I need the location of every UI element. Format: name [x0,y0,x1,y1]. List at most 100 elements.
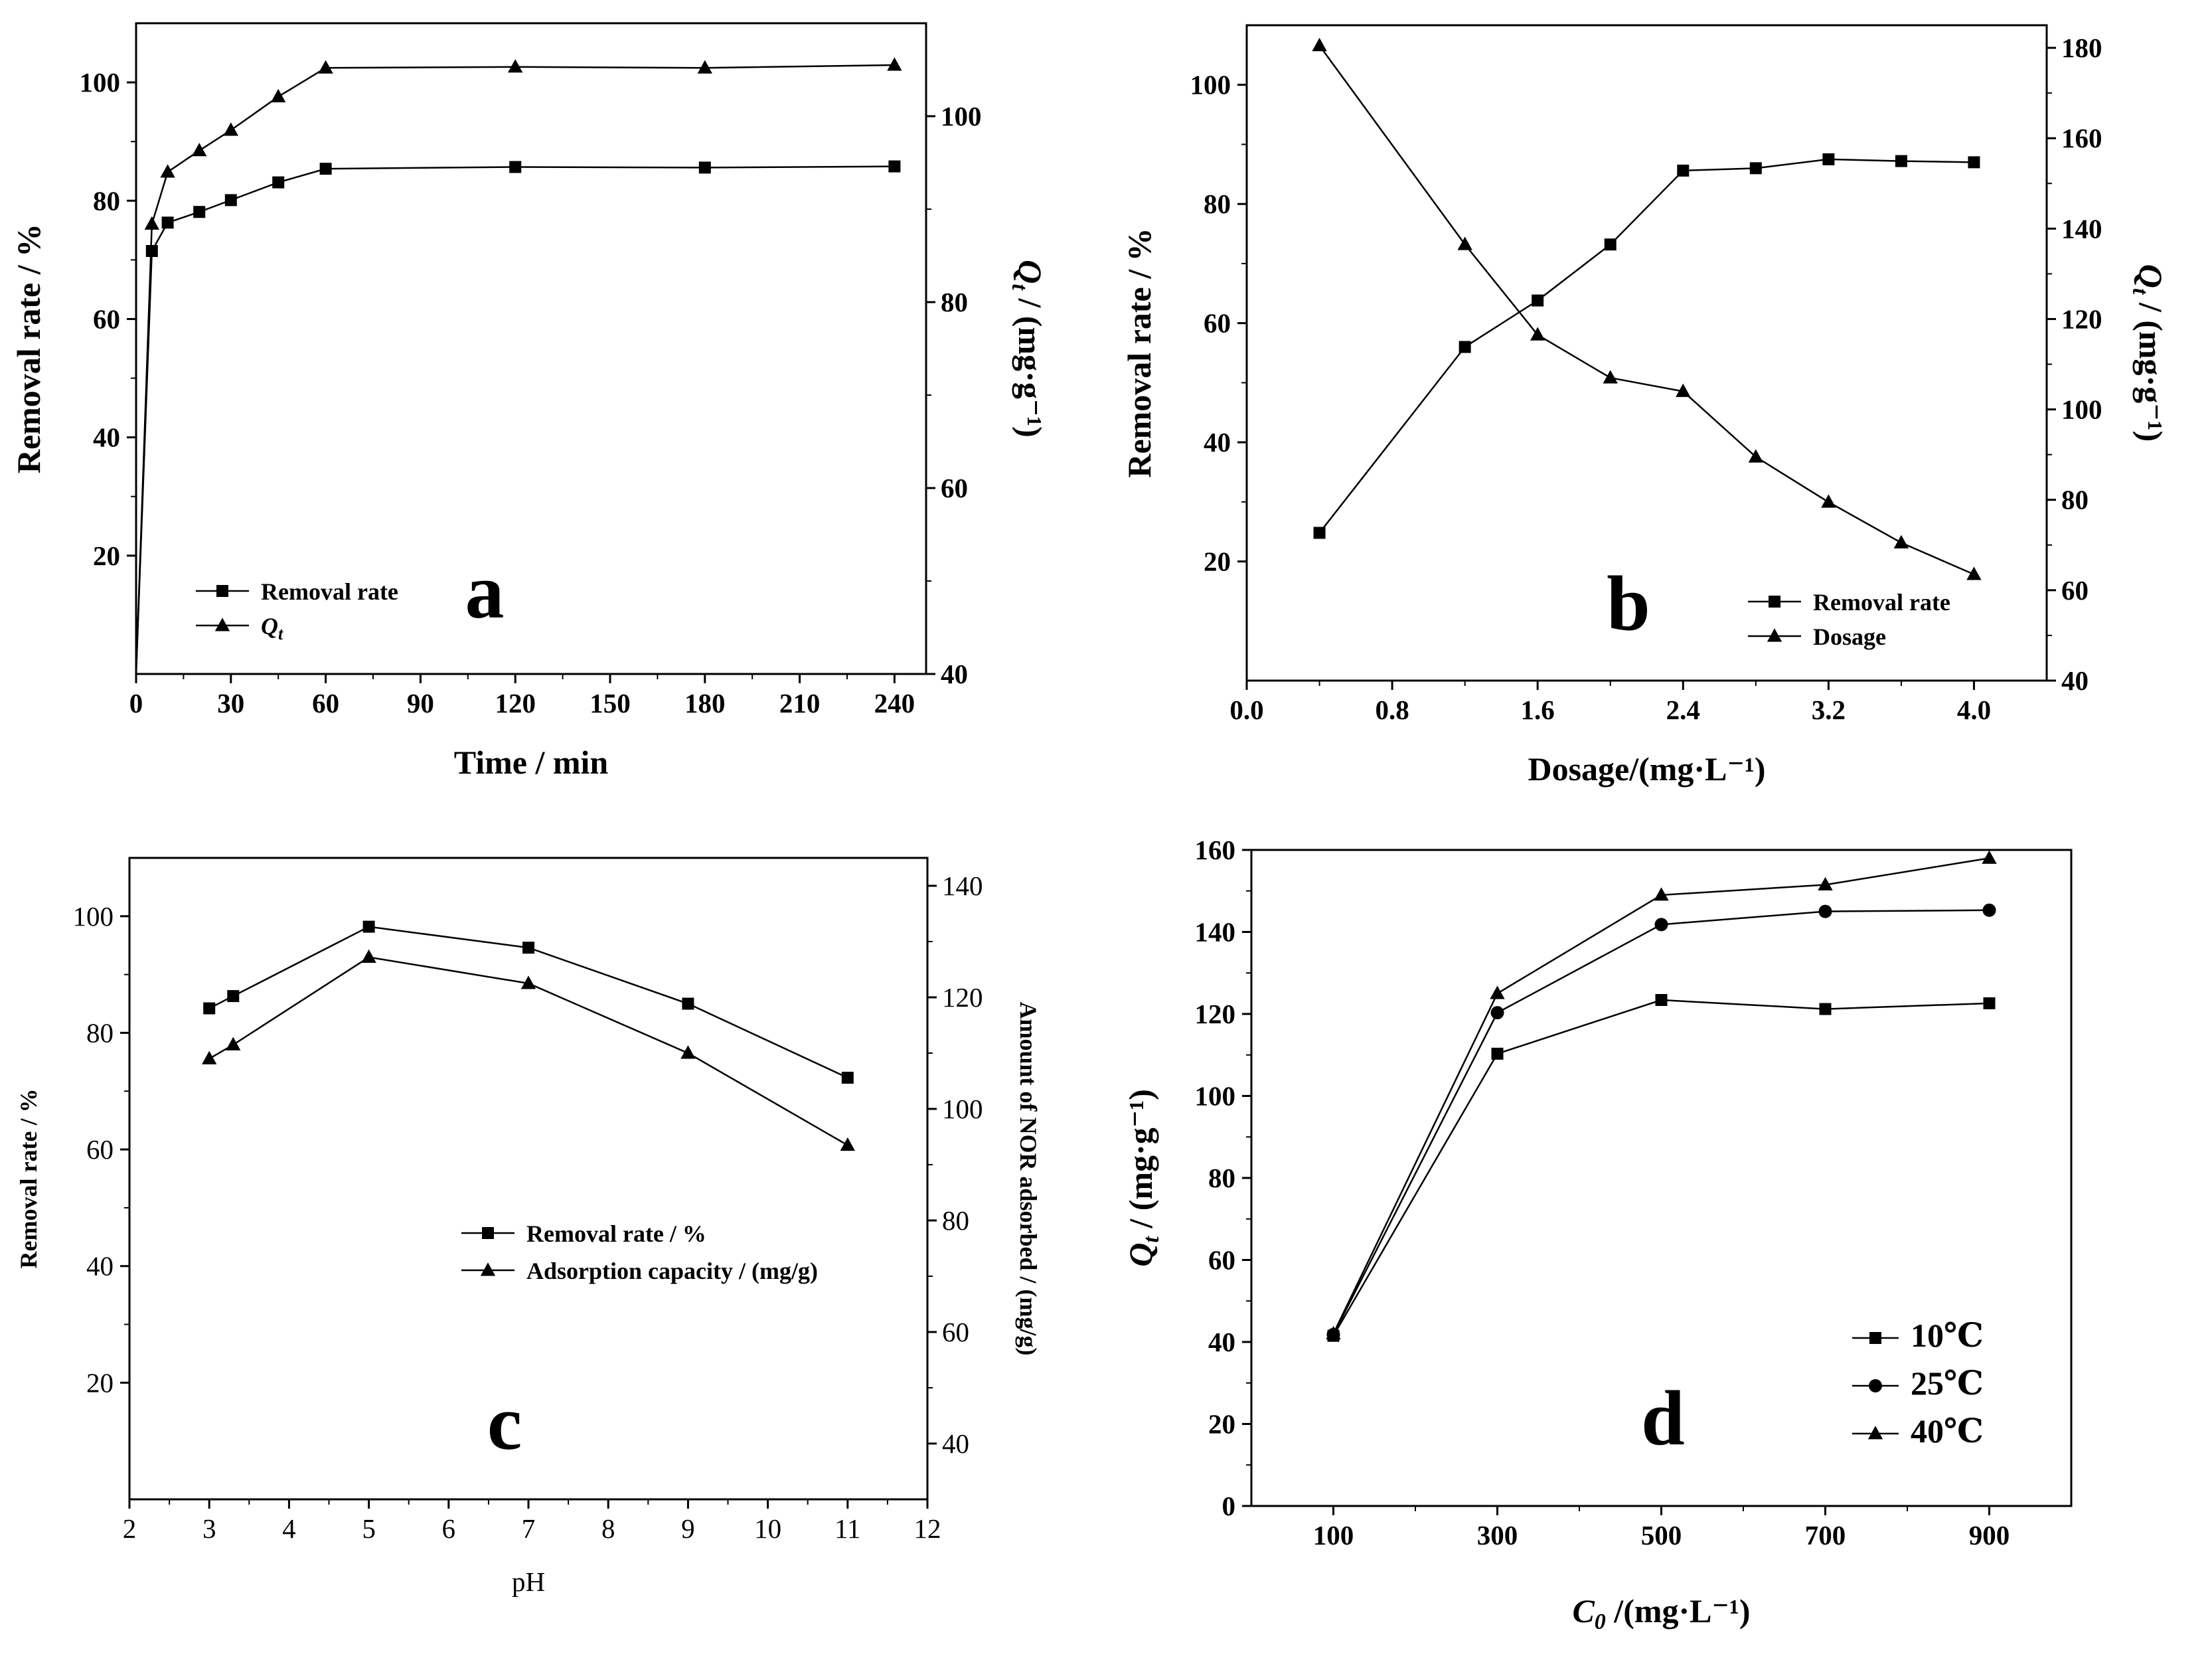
data-point [1313,527,1326,539]
series-line [1332,999,1990,1337]
legend-label: Removal rate [261,578,398,605]
data-point [1818,904,1832,918]
series-2 [135,57,902,675]
y-tick-label: 80 [1204,189,1231,219]
data-point [1326,1325,1341,1340]
y-tick-label: 80 [93,185,120,216]
data-point [1530,327,1545,341]
data-point [1532,294,1544,307]
x-tick-label: 700 [1805,1520,1846,1550]
panel-letter: d [1641,1374,1685,1461]
panel-d: 100 300 500 700 900 0 20 40 60 80 100 120 140 160 C0 /… [1122,835,2073,1634]
y-axis-label: Qt / (mg·g⁻¹) [1122,1089,1164,1266]
legend-label: 40℃ [1911,1412,1984,1450]
series-1 [203,920,854,1084]
data-point [1677,164,1690,177]
data-point [1654,887,1669,901]
y-tick-label: 40 [86,1251,114,1282]
x-tick-label: 3 [202,1513,216,1544]
series-1 [1313,153,1980,539]
x-tick-label: 10 [754,1513,781,1544]
y2-tick-label: 60 [2061,575,2089,606]
y2-axis-label: Amount of NOR adsorbed / (mg/g) [1015,1001,1042,1355]
data-point [1676,383,1691,397]
y-axis-label: Removal rate / % [15,1089,42,1269]
y-tick-label: 60 [93,303,120,334]
panel-letter: b [1607,560,1650,647]
data-point [202,1050,217,1064]
x-tick-label: 240 [874,688,915,718]
data-point [1490,985,1505,999]
y-tick-label: 40 [93,422,120,453]
data-point [144,216,159,230]
data-point [361,949,376,963]
legend-marker [482,1227,494,1239]
x-tick-label: 30 [217,688,244,718]
y2-tick-label: 100 [942,1094,983,1124]
x-tick-label: 5 [362,1513,376,1544]
y-tick-label: 80 [86,1017,114,1048]
y-tick-label: 100 [1190,70,1231,100]
x-tick-label: 90 [407,688,434,718]
series-2 [1326,903,1996,1341]
y2-tick-label: 80 [942,1205,969,1236]
y2-tick-label: 180 [2061,33,2102,63]
y-tick-label: 60 [1204,308,1231,339]
data-point [223,122,238,136]
data-point [1966,566,1982,580]
y-tick-label: 120 [1195,999,1236,1029]
series-2 [202,949,855,1151]
series-line [135,165,895,675]
legend-marker [1869,1332,1881,1344]
y2-tick-label: 160 [2061,123,2102,153]
y-tick-label: 140 [1195,917,1236,948]
panel-a: 0 30 60 90 120 150 180 210 240 20 40 60 80 100 40 60 80 1… [10,22,1049,781]
y-tick-label: 60 [86,1134,114,1165]
y-tick-label: 40 [1208,1327,1235,1357]
plot-frame [135,22,927,675]
y2-tick-label: 60 [942,1317,969,1347]
y2-tick-label: 40 [941,659,968,689]
plot-frame [128,857,929,1501]
x-tick-label: 500 [1641,1520,1682,1550]
y-tick-label: 100 [80,67,121,98]
data-point [227,990,240,1003]
data-point [1983,997,1996,1009]
x-tick-label: 180 [684,688,726,718]
legend: Removal rate Dosage [1748,589,1950,650]
y-tick-label: 20 [93,541,120,571]
x-axis-label: pH [512,1566,545,1597]
series-3 [1326,850,1997,1340]
data-point [272,176,285,189]
legend-label: Removal rate [1813,589,1950,616]
data-point [318,60,333,74]
x-tick-label: 300 [1477,1520,1518,1550]
y-tick-label: 160 [1195,835,1236,865]
data-point [1895,155,1907,167]
data-point [1821,494,1836,508]
data-point [888,160,901,173]
data-point [682,997,694,1010]
legend-label: Dosage [1813,624,1886,650]
x-tick-label: 60 [312,688,339,718]
y-axis-label: Removal rate / % [10,224,47,473]
x-tick-label: 0 [129,688,143,718]
legend-marker [480,1262,496,1276]
data-point [362,920,375,933]
y-tick-label: 100 [73,901,114,932]
data-point [271,88,286,103]
data-point [1893,535,1909,548]
data-point [509,161,522,173]
x-axis-label: Time / min [454,744,609,781]
x-tick-label: 120 [495,688,536,718]
x-tick-label: 11 [834,1513,860,1544]
x-tick-label: 100 [1313,1520,1354,1550]
y2-tick-label: 80 [2061,485,2089,515]
y-tick-label: 20 [1208,1409,1235,1440]
x-tick-label: 2 [123,1513,137,1544]
y-tick-label: 20 [86,1367,114,1398]
data-point [520,975,536,989]
legend-marker [216,585,228,597]
y-tick-label: 100 [1195,1081,1236,1112]
data-point [203,1002,216,1015]
